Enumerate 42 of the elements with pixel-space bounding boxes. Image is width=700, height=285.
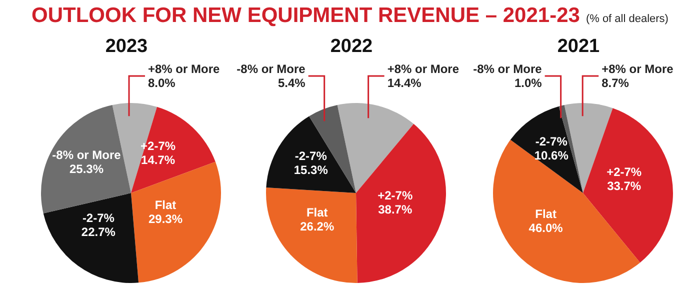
chart-title: 2023 bbox=[104, 36, 149, 58]
slice-label: Flat bbox=[154, 198, 176, 212]
data-label: 15.3% bbox=[294, 162, 328, 177]
pie-slice bbox=[337, 103, 414, 193]
slice-label: +8% or More bbox=[602, 62, 674, 76]
data-label: 22.7% bbox=[81, 224, 116, 239]
slice-label: -2-7% bbox=[294, 148, 328, 163]
chart-title: 2022 bbox=[329, 36, 374, 58]
data-label: 1.0% bbox=[514, 76, 542, 90]
slice-label: -8% or More bbox=[473, 62, 542, 76]
pie-slice bbox=[266, 116, 356, 193]
slice-label: +8% or More bbox=[387, 62, 460, 76]
chart-title: 2021 bbox=[556, 36, 601, 58]
data-label: 46.0% bbox=[528, 220, 564, 235]
data-label: 10.6% bbox=[534, 148, 569, 163]
slice-label: -8% or More bbox=[52, 148, 122, 162]
data-label: 26.2% bbox=[300, 219, 334, 234]
slice-label: Flat bbox=[535, 206, 556, 221]
data-label: 8.0% bbox=[148, 76, 176, 90]
slice-label: Flat bbox=[306, 205, 328, 220]
pie-slice bbox=[266, 188, 358, 283]
slice-label: -2-7% bbox=[535, 134, 568, 149]
data-label: 25.3% bbox=[69, 162, 104, 176]
pie-slice bbox=[43, 193, 139, 283]
data-label: 38.7% bbox=[378, 202, 412, 217]
pie-slice bbox=[131, 106, 216, 193]
text: (% of all dealers) bbox=[586, 13, 668, 25]
data-label: 33.7% bbox=[607, 178, 642, 193]
slice-label: +8% or More bbox=[148, 62, 220, 76]
data-label: 14.4% bbox=[387, 76, 422, 90]
text: OUTLOOK FOR NEW EQUIPMENT REVENUE – 2021-23 bbox=[32, 4, 580, 27]
pie-slice bbox=[356, 124, 446, 283]
data-label: 8.7% bbox=[602, 76, 630, 90]
data-label: 29.3% bbox=[148, 212, 183, 226]
pie-slice bbox=[583, 108, 673, 263]
slice-label: +2-7% bbox=[606, 164, 642, 179]
slice-label: -8% or More bbox=[236, 62, 306, 76]
slice-label: -2-7% bbox=[82, 210, 115, 225]
data-label: 5.4% bbox=[278, 76, 306, 90]
data-label: 14.7% bbox=[141, 152, 176, 167]
slice-label: +2-7% bbox=[378, 188, 413, 203]
pie-slice bbox=[41, 104, 131, 214]
